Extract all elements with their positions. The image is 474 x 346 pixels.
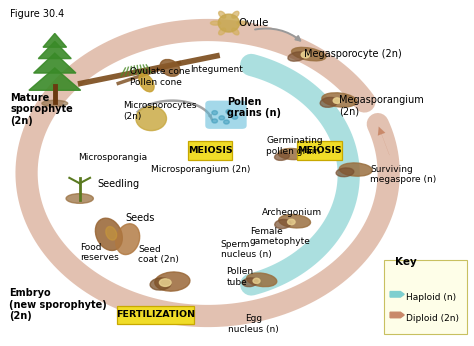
Ellipse shape [274,153,289,161]
FancyBboxPatch shape [188,141,232,160]
Ellipse shape [288,219,295,225]
Text: Germinating
pollen grain: Germinating pollen grain [266,136,323,156]
Ellipse shape [279,215,310,228]
Ellipse shape [150,278,171,290]
FancyBboxPatch shape [205,101,246,129]
Text: Pollen
grains (n): Pollen grains (n) [228,97,282,118]
Ellipse shape [218,14,239,32]
Ellipse shape [339,163,372,176]
Ellipse shape [320,97,338,107]
Text: Key: Key [395,257,417,267]
Ellipse shape [66,194,93,203]
Ellipse shape [219,11,226,18]
Text: Female
gametophyte: Female gametophyte [250,227,311,246]
Text: Megasporocyte (2n): Megasporocyte (2n) [304,49,402,59]
Text: Seeds: Seeds [125,213,155,224]
Text: Sperm
nucleus (n): Sperm nucleus (n) [221,240,272,259]
Ellipse shape [226,110,232,114]
Ellipse shape [106,227,117,240]
Ellipse shape [212,111,218,115]
Text: Microsporangium (2n): Microsporangium (2n) [151,165,251,174]
Text: Food
reserves: Food reserves [80,243,118,262]
Text: FERTILIZATION: FERTILIZATION [116,310,195,319]
Ellipse shape [219,28,226,35]
Ellipse shape [322,93,357,107]
Ellipse shape [301,52,310,58]
Ellipse shape [212,119,218,123]
Ellipse shape [160,60,180,76]
FancyArrow shape [390,292,404,297]
Ellipse shape [232,28,239,35]
Text: MEIOSIS: MEIOSIS [188,146,232,155]
Ellipse shape [139,74,154,92]
Ellipse shape [95,218,122,251]
Text: Ovule: Ovule [238,18,269,28]
Text: Ovulate cone: Ovulate cone [130,67,190,76]
Ellipse shape [237,21,247,25]
Text: Integument: Integument [190,65,243,74]
Text: Surviving
megaspore (n): Surviving megaspore (n) [370,165,436,184]
Text: Seedling: Seedling [97,179,139,189]
FancyBboxPatch shape [298,141,342,160]
Ellipse shape [136,107,166,130]
Ellipse shape [116,224,140,255]
Ellipse shape [292,47,326,61]
Text: Egg
nucleus (n): Egg nucleus (n) [228,314,279,334]
Text: Diploid (2n): Diploid (2n) [406,314,459,323]
Text: Pollen cone: Pollen cone [130,78,182,87]
Ellipse shape [224,120,229,124]
Ellipse shape [232,115,238,119]
Text: Microsporangia: Microsporangia [78,153,147,162]
Ellipse shape [159,279,171,286]
Ellipse shape [42,100,68,107]
Ellipse shape [333,98,341,103]
Text: Seed
coat (2n): Seed coat (2n) [138,245,179,264]
FancyBboxPatch shape [118,306,194,324]
Polygon shape [29,68,81,90]
Polygon shape [38,42,71,58]
Text: Haploid (n): Haploid (n) [406,293,456,302]
Polygon shape [34,53,76,73]
FancyArrow shape [390,312,404,318]
Ellipse shape [275,219,291,229]
Ellipse shape [219,116,225,120]
Text: Microsporocytes
(2n): Microsporocytes (2n) [123,101,197,121]
Text: Pollen
tube: Pollen tube [227,267,254,287]
Ellipse shape [288,52,306,61]
Ellipse shape [232,11,239,18]
Ellipse shape [242,278,257,286]
Text: Archegonium: Archegonium [262,208,322,217]
Polygon shape [43,34,66,47]
Text: Mature
sporophyte
(2n): Mature sporophyte (2n) [10,93,73,126]
Ellipse shape [253,278,260,283]
Text: Figure 30.4: Figure 30.4 [10,9,64,19]
Text: Megasporangium
(2n): Megasporangium (2n) [339,95,424,117]
Text: MEIOSIS: MEIOSIS [297,146,342,155]
Ellipse shape [210,21,221,25]
Ellipse shape [278,148,306,160]
Ellipse shape [246,273,277,286]
Ellipse shape [336,168,354,177]
Text: Embryo
(new sporophyte)
(2n): Embryo (new sporophyte) (2n) [9,288,107,321]
Ellipse shape [155,272,190,291]
FancyBboxPatch shape [384,260,467,334]
